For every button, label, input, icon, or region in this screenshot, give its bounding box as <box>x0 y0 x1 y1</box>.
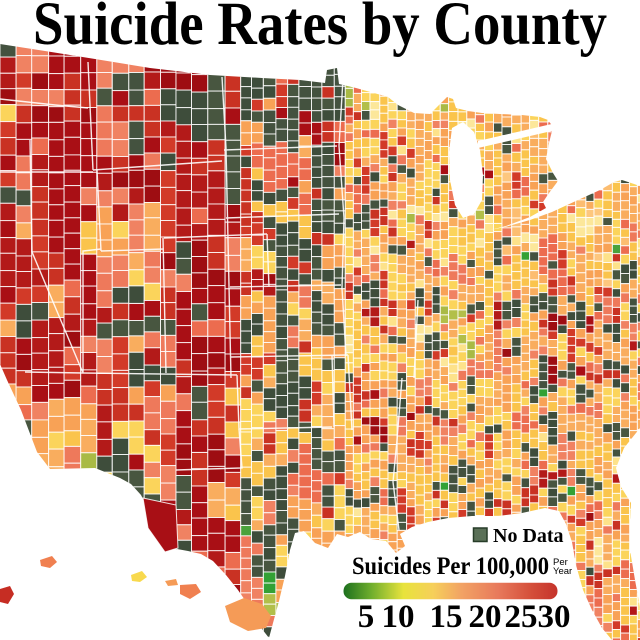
svg-text:25: 25 <box>505 599 538 635</box>
svg-text:Suicides Per 100,000: Suicides Per 100,000 <box>352 553 549 580</box>
svg-text:20: 20 <box>469 599 502 635</box>
svg-text:30: 30 <box>538 599 571 635</box>
svg-text:No Data: No Data <box>493 525 564 547</box>
svg-text:5: 5 <box>358 599 375 635</box>
svg-text:Suicide Rates by County: Suicide Rates by County <box>33 0 607 58</box>
svg-text:10: 10 <box>382 599 415 635</box>
svg-text:15: 15 <box>430 599 463 635</box>
svg-text:Year: Year <box>553 566 572 577</box>
svg-text:Per: Per <box>553 557 568 568</box>
